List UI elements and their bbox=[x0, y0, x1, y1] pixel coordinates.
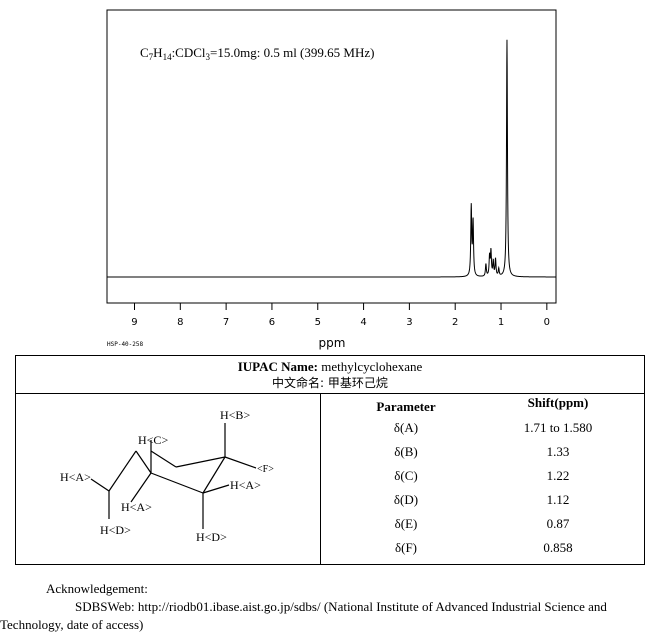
x-axis-ticks bbox=[133, 303, 548, 310]
label-f: <F> bbox=[257, 464, 274, 475]
shift-row-value: 1.33 bbox=[546, 444, 570, 459]
x-tick-label: 0 bbox=[544, 317, 550, 328]
x-tick-label: 5 bbox=[315, 317, 321, 328]
label-hd-right: H<D> bbox=[196, 530, 227, 544]
label-hb: H<B> bbox=[220, 408, 250, 422]
spectrum-trace bbox=[107, 39, 556, 278]
iupac-name: methylcyclohexane bbox=[321, 359, 423, 374]
shift-row-value: 0.858 bbox=[543, 540, 573, 555]
x-tick-label: 3 bbox=[406, 317, 412, 328]
label-hd-left: H<D> bbox=[100, 523, 131, 537]
x-axis-label: ppm bbox=[319, 336, 346, 350]
shift-row-value: 0.87 bbox=[546, 516, 570, 531]
label-hc: H<C> bbox=[138, 433, 168, 447]
label-ha-right: H<A> bbox=[230, 478, 261, 492]
shift-row-param: δ(F) bbox=[394, 540, 417, 555]
x-tick-label: 4 bbox=[360, 317, 366, 328]
chinese-label: 中文命名: bbox=[272, 376, 325, 390]
plot-frame bbox=[106, 9, 557, 304]
sample-conditions: C7H14:CDCl3=15.0mg: 0.5 ml (399.65 MHz) bbox=[140, 45, 374, 62]
shift-row-param: δ(A) bbox=[393, 420, 419, 435]
shift-header: Shift(ppm) bbox=[527, 395, 589, 410]
shift-row-value: 1.22 bbox=[546, 468, 570, 483]
x-tick-label: 6 bbox=[269, 317, 275, 328]
x-tick-label: 7 bbox=[223, 317, 229, 328]
shift-row-param: δ(D) bbox=[393, 492, 419, 507]
x-tick-label: 2 bbox=[452, 317, 458, 328]
parameter-header: Parameter bbox=[376, 399, 436, 414]
label-ha-left: H<A> bbox=[60, 470, 91, 484]
chair-structure-diagram: H<B> H<C> H<A> H<A> H<A> <F> H<D> H<D> bbox=[60, 408, 274, 544]
shift-row-value: 1.71 to 1.580 bbox=[523, 420, 593, 435]
chinese-line: 中文命名: 甲基环己烷 bbox=[16, 375, 644, 392]
ack-title: Acknowledgement: bbox=[46, 581, 148, 596]
label-ha-mid: H<A> bbox=[121, 500, 152, 514]
compound-info-table: IUPAC Name: methylcyclohexane 中文命名: 甲基环己… bbox=[15, 355, 645, 565]
x-tick-label: 9 bbox=[131, 317, 137, 328]
shift-row-param: δ(B) bbox=[394, 444, 418, 459]
shift-row-param: δ(E) bbox=[394, 516, 418, 531]
spectrum-code: HSP-40-258 bbox=[107, 341, 144, 348]
compound-name-row: IUPAC Name: methylcyclohexane 中文命名: 甲基环己… bbox=[16, 356, 644, 394]
ack-line2: Technology, date of access) bbox=[0, 617, 144, 632]
acknowledgement: Acknowledgement: SDBSWeb: http://riodb01… bbox=[0, 580, 654, 634]
iupac-label: IUPAC Name: bbox=[237, 359, 318, 374]
chinese-name: 甲基环己烷 bbox=[327, 376, 388, 390]
shift-row-value: 1.12 bbox=[546, 492, 570, 507]
nmr-spectrum-chart: C7H14:CDCl3=15.0mg: 0.5 ml (399.65 MHz) … bbox=[106, 9, 557, 350]
structure-cell: H<B> H<C> H<A> H<A> H<A> <F> H<D> H<D> bbox=[16, 394, 321, 564]
iupac-line: IUPAC Name: methylcyclohexane bbox=[16, 358, 644, 375]
x-tick-label: 1 bbox=[498, 317, 504, 328]
ack-line1: SDBSWeb: http://riodb01.ibase.aist.go.jp… bbox=[75, 599, 607, 614]
x-axis-tick-labels: 9 8 7 6 5 4 3 2 1 0 bbox=[131, 317, 550, 328]
x-tick-label: 8 bbox=[177, 317, 183, 328]
shift-row-param: δ(C) bbox=[394, 468, 418, 483]
shift-table-cell: Parameter Shift(ppm) δ(A) 1.71 to 1.580 δ(… bbox=[321, 394, 644, 564]
